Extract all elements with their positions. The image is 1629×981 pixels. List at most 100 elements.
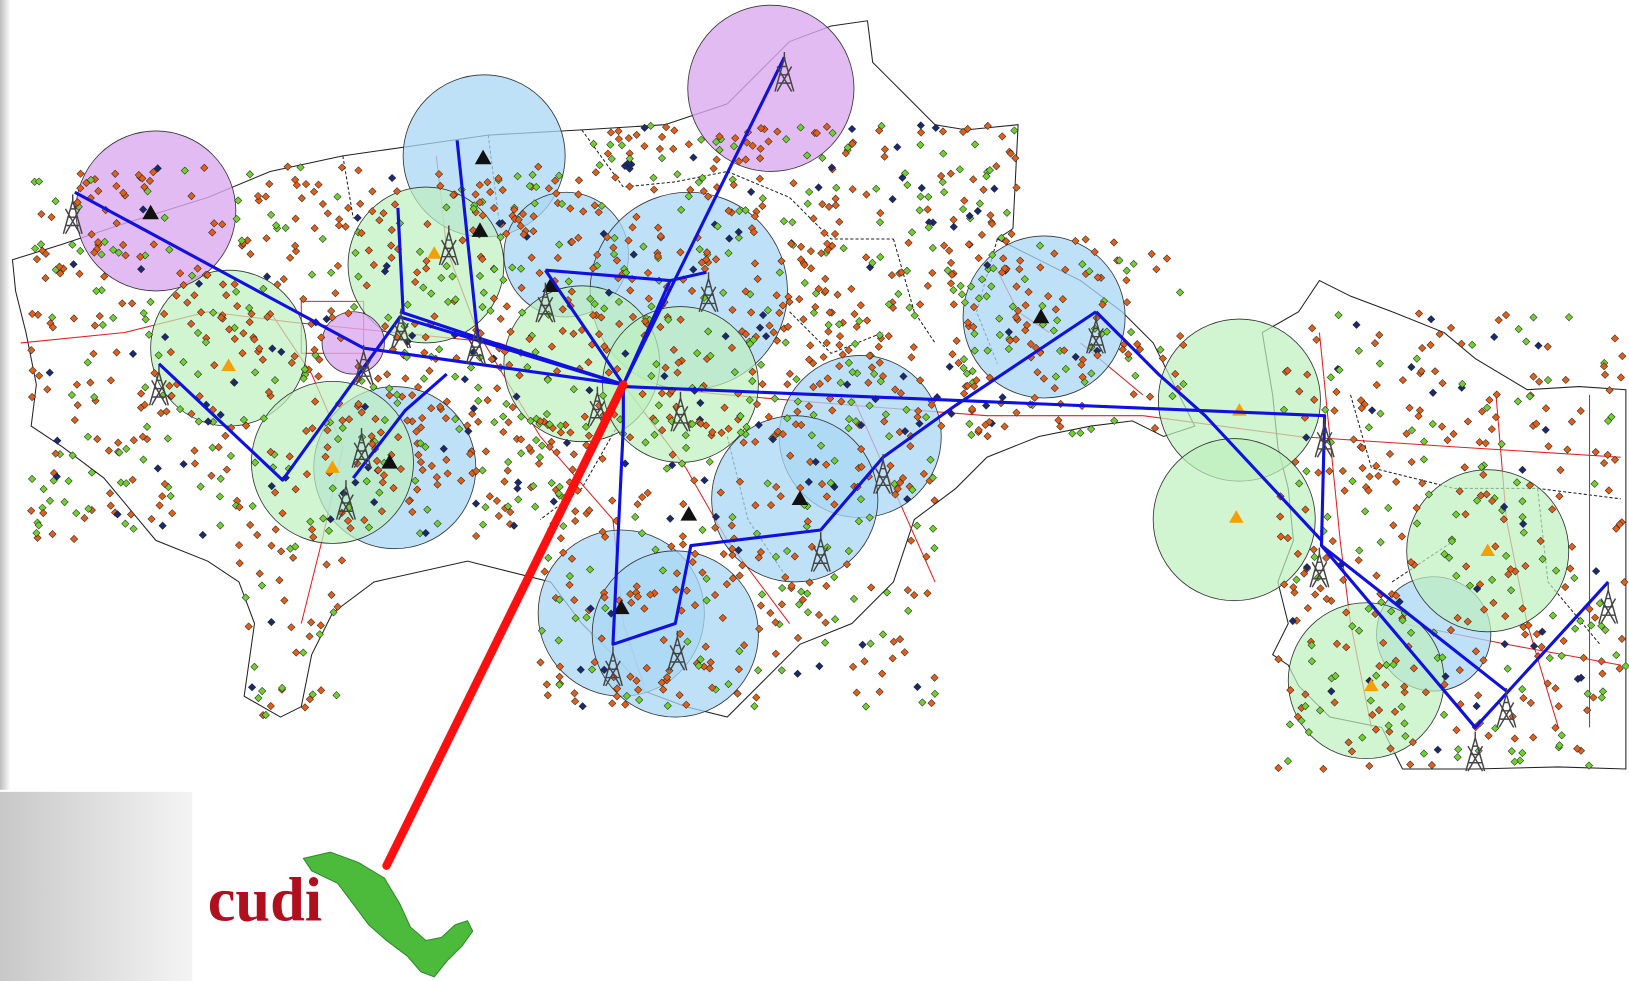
site — [534, 162, 543, 171]
site — [884, 332, 893, 341]
site — [1463, 417, 1472, 426]
site — [383, 370, 392, 379]
site — [245, 318, 254, 327]
site — [1518, 685, 1527, 694]
site — [1354, 556, 1363, 565]
site — [416, 458, 425, 467]
site — [673, 368, 682, 377]
site — [516, 435, 526, 444]
site — [652, 360, 661, 369]
site — [208, 228, 217, 237]
site — [1488, 496, 1497, 506]
site — [1326, 373, 1335, 382]
site — [1301, 690, 1310, 699]
site — [73, 198, 82, 207]
site — [1276, 512, 1285, 521]
site — [535, 268, 544, 278]
site — [86, 378, 95, 387]
site — [105, 489, 115, 498]
site — [1310, 552, 1319, 562]
site — [379, 471, 389, 480]
site — [847, 124, 857, 134]
site — [916, 140, 925, 149]
site — [1587, 621, 1596, 630]
site — [906, 442, 915, 451]
site — [1548, 505, 1557, 514]
site — [1503, 664, 1512, 673]
site — [362, 477, 371, 486]
site — [1365, 761, 1374, 771]
site — [1012, 408, 1021, 417]
site — [278, 509, 287, 518]
site — [1617, 634, 1626, 643]
site — [676, 248, 685, 257]
site — [728, 513, 737, 522]
site — [499, 275, 508, 284]
site — [1314, 468, 1323, 477]
site — [552, 367, 562, 376]
site — [852, 322, 861, 331]
site — [100, 237, 109, 246]
site — [724, 424, 733, 433]
site — [955, 165, 964, 174]
site — [393, 187, 402, 196]
site — [758, 194, 767, 203]
site — [964, 240, 973, 249]
site — [493, 384, 502, 393]
site — [791, 420, 800, 429]
site — [258, 687, 267, 696]
site — [396, 464, 405, 474]
site — [128, 349, 138, 358]
site — [682, 700, 691, 709]
site — [809, 410, 818, 419]
site — [519, 230, 528, 239]
site — [865, 351, 874, 360]
cudi-logo: cudi — [208, 851, 474, 978]
site — [1274, 655, 1283, 664]
site — [928, 473, 937, 482]
site — [1010, 126, 1019, 135]
site — [823, 239, 832, 248]
site — [817, 249, 826, 258]
site — [835, 332, 845, 341]
site — [1554, 702, 1563, 711]
site — [888, 195, 897, 204]
site — [1601, 626, 1610, 635]
site — [216, 410, 225, 419]
site — [1567, 542, 1577, 551]
site — [1529, 372, 1538, 381]
site — [1110, 416, 1119, 425]
site — [172, 291, 181, 300]
site — [1414, 309, 1424, 318]
site — [1372, 671, 1381, 680]
site — [267, 541, 276, 550]
site — [918, 698, 927, 707]
site — [849, 662, 858, 671]
site — [1013, 306, 1023, 315]
site — [708, 428, 717, 437]
site — [896, 478, 905, 487]
site — [201, 338, 211, 347]
site — [1302, 433, 1311, 442]
site — [982, 401, 991, 410]
site — [72, 509, 81, 518]
site — [1476, 491, 1485, 500]
site — [872, 184, 881, 193]
site — [80, 514, 89, 523]
site — [106, 376, 115, 385]
site — [1481, 439, 1490, 448]
site — [756, 154, 765, 163]
site — [981, 420, 990, 429]
site — [525, 334, 534, 343]
site — [1413, 519, 1422, 528]
site — [1368, 710, 1377, 719]
site — [394, 433, 403, 442]
site — [433, 480, 442, 489]
site — [389, 484, 398, 493]
site — [413, 485, 422, 494]
site — [949, 286, 958, 295]
site — [1585, 605, 1594, 614]
site — [33, 310, 42, 319]
site — [759, 310, 768, 320]
site — [776, 492, 785, 501]
